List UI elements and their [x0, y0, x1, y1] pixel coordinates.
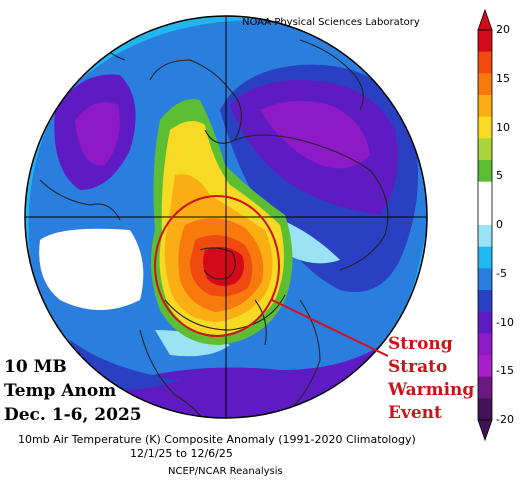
colorbar-min-arrow — [477, 419, 493, 442]
colorbar-swatch — [478, 311, 492, 334]
colorbar-swatch — [478, 138, 492, 161]
lab-credit: NOAA Physical Sciences Laboratory — [242, 17, 420, 28]
colorbar-swatch — [478, 225, 492, 247]
colorbar-tick-label: 10 — [496, 120, 510, 134]
colorbar-tick-label: -10 — [496, 315, 514, 329]
colorbar-tick-label: 20 — [496, 23, 510, 36]
colorbar-swatch — [478, 333, 492, 356]
colorbar-swatch — [478, 398, 492, 421]
colorbar-tick-label: -20 — [496, 413, 514, 426]
colorbar-swatch — [478, 51, 492, 74]
annotation-line: Event — [388, 403, 442, 423]
panel-title-dates: Dec. 1-6, 2025 — [4, 405, 142, 425]
annotation-line: Warming — [388, 380, 475, 400]
warming-ellipse — [154, 195, 280, 337]
annotation-line: Strato — [388, 357, 448, 377]
colorbar-swatch — [478, 268, 492, 291]
colorbar-tick-label: 15 — [496, 71, 510, 85]
annotation-line: Strong — [388, 334, 453, 354]
colorbar-frame — [477, 29, 493, 421]
colorbar-swatch — [478, 95, 492, 117]
panel-title-variable: Temp Anom — [4, 381, 117, 401]
panel-title-level: 10 MB — [4, 357, 67, 377]
colorbar-tick-label: -15 — [496, 364, 514, 378]
colorbar-swatch — [478, 73, 492, 96]
caption-source: NCEP/NCAR Reanalysis — [168, 466, 283, 477]
annotation-arrow-line — [271, 299, 389, 357]
colorbar — [477, 8, 493, 442]
colorbar-swatch — [478, 30, 492, 52]
colorbar-swatch — [478, 160, 492, 182]
colorbar-swatch — [478, 355, 492, 377]
colorbar-swatch — [478, 181, 492, 204]
colorbar-swatch — [478, 116, 492, 139]
map-boundary — [24, 15, 428, 419]
colorbar-tick-label: -5 — [496, 266, 507, 280]
colorbar-swatch — [478, 376, 492, 399]
caption-dates: 12/1/25 to 12/6/25 — [130, 447, 233, 460]
colorbar-max-arrow — [477, 8, 493, 31]
colorbar-swatch — [478, 290, 492, 312]
caption-title: 10mb Air Temperature (K) Composite Anoma… — [18, 433, 416, 446]
colorbar-tick-label: 5 — [496, 169, 503, 183]
colorbar-swatch — [478, 203, 492, 226]
colorbar-swatch — [478, 246, 492, 269]
colorbar-tick-label: 0 — [496, 218, 503, 231]
